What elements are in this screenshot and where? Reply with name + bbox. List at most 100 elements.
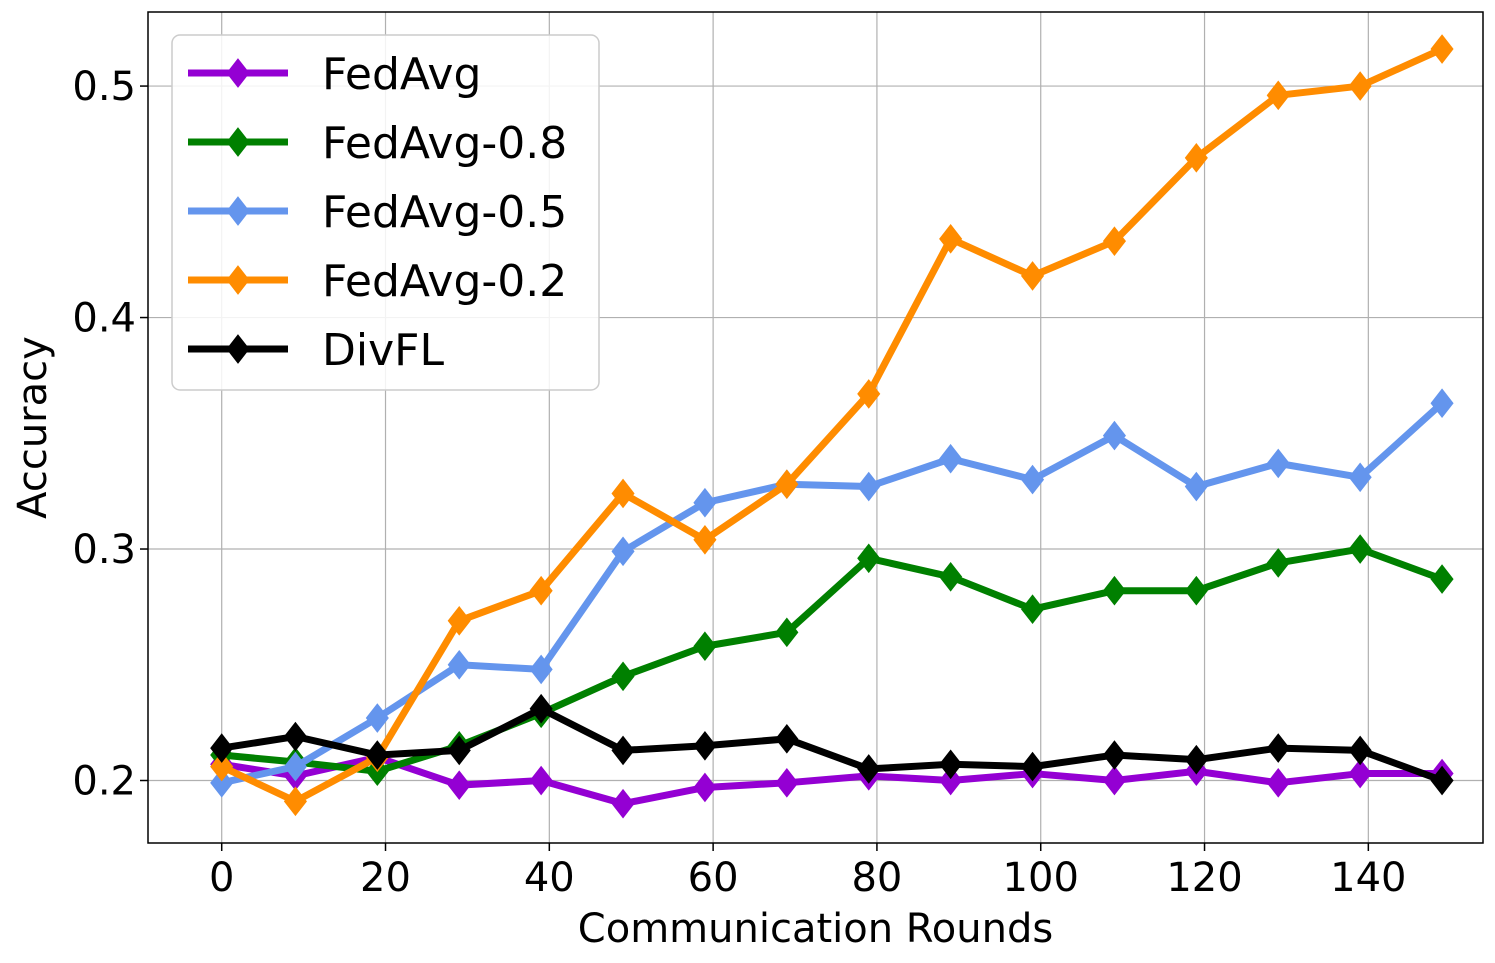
data-point-fedavg-0-8: [1102, 575, 1126, 606]
data-point-fedavg-0-5: [1266, 448, 1290, 479]
data-point-fedavg-0-8: [939, 561, 963, 592]
data-point-divfl: [283, 721, 307, 752]
data-point-divfl: [447, 735, 471, 766]
data-point-fedavg-0-5: [1430, 388, 1454, 419]
data-point-fedavg: [611, 788, 635, 819]
data-point-fedavg-0-5: [1184, 471, 1208, 502]
data-point-fedavg-0-8: [775, 617, 799, 648]
data-point-fedavg-0-2: [939, 224, 963, 254]
y-axis-label: Accuracy: [10, 336, 56, 519]
legend-box: [171, 34, 600, 391]
data-point-divfl: [693, 730, 717, 761]
data-point-divfl: [611, 735, 635, 766]
data-point-divfl: [210, 733, 234, 763]
y-tick-label: 0.3: [72, 527, 136, 573]
series-line-divfl: [218, 705, 1446, 785]
legend-swatch-marker: [226, 58, 250, 88]
data-point-fedavg-0-2: [210, 751, 234, 782]
data-point-fedavg-0-8: [693, 631, 717, 662]
legend-item-divfl: DivFL: [188, 325, 444, 376]
legend-label: FedAvg-0.5: [322, 187, 567, 238]
data-point-fedavg-0-2: [1020, 261, 1045, 291]
x-tick-label: 80: [851, 855, 902, 901]
y-tick-label: 0.2: [72, 759, 136, 805]
x-tick-label: 20: [360, 855, 411, 901]
data-point-fedavg-0-8: [1184, 575, 1208, 606]
data-point-fedavg: [1266, 768, 1290, 798]
series-line-fedavg-0-2: [218, 45, 1446, 805]
data-point-fedavg: [447, 770, 471, 800]
data-point-fedavg: [1348, 758, 1372, 789]
data-point-fedavg-0-5: [365, 703, 389, 733]
legend-swatch-marker: [226, 127, 250, 157]
x-tick-label: 140: [1330, 855, 1406, 901]
data-point-fedavg-0-5: [529, 654, 553, 685]
series-layer: [210, 34, 1454, 819]
x-tick-label: 40: [524, 855, 575, 901]
data-point-divfl: [939, 749, 963, 780]
y-tick-label: 0.5: [72, 64, 136, 110]
data-point-divfl: [1266, 733, 1290, 763]
data-point-divfl: [1430, 765, 1454, 796]
legend-item-fedavg: FedAvg: [188, 49, 481, 100]
data-point-fedavg-0-8: [1266, 548, 1290, 578]
data-point-divfl: [1102, 740, 1126, 770]
legend-swatch-marker: [226, 196, 250, 226]
data-point-fedavg-0-2: [1430, 34, 1454, 64]
data-point-fedavg-0-2: [447, 605, 471, 636]
data-point-fedavg-0-5: [693, 487, 717, 518]
data-point-fedavg-0-8: [1020, 594, 1045, 625]
data-point-divfl: [1184, 744, 1208, 775]
data-point-fedavg-0-5: [1348, 462, 1372, 493]
legend-swatch-marker: [226, 265, 250, 295]
data-point-fedavg-0-5: [210, 768, 234, 798]
x-axis-label: Communication Rounds: [578, 906, 1053, 952]
legend-item-fedavg-0-8: FedAvg-0.8: [188, 118, 567, 169]
data-point-fedavg-0-2: [283, 786, 307, 817]
data-point-fedavg: [693, 772, 717, 803]
data-point-divfl: [529, 693, 553, 724]
legend-label: FedAvg-0.8: [322, 118, 567, 169]
data-point-divfl: [775, 724, 799, 754]
data-point-fedavg-0-2: [1348, 71, 1372, 101]
data-point-fedavg-0-2: [775, 469, 799, 500]
legend-label: DivFL: [322, 325, 444, 376]
series-line-fedavg-0-8: [218, 545, 1446, 775]
data-point-fedavg-0-5: [1102, 420, 1126, 451]
data-point-fedavg: [1102, 765, 1126, 796]
data-point-fedavg-0-8: [857, 543, 881, 574]
data-point-fedavg-0-5: [939, 443, 963, 474]
data-point-fedavg-0-2: [611, 478, 635, 509]
x-tick-label: 120: [1166, 855, 1242, 901]
data-point-fedavg: [939, 765, 963, 796]
data-point-divfl: [365, 740, 389, 770]
data-point-divfl: [857, 754, 881, 784]
x-tick-label: 60: [688, 855, 739, 901]
data-point-fedavg-0-2: [857, 379, 881, 409]
data-point-fedavg-0-2: [1102, 226, 1126, 256]
data-point-fedavg: [775, 768, 799, 798]
series-fedavg: [210, 742, 1454, 819]
x-tick-label: 100: [1003, 855, 1079, 901]
data-point-fedavg-0-5: [611, 536, 635, 567]
legend-label: FedAvg-0.2: [322, 256, 567, 307]
legend-item-fedavg-0-2: FedAvg-0.2: [188, 256, 567, 307]
data-point-divfl: [1020, 751, 1045, 782]
data-point-fedavg-0-5: [857, 471, 881, 502]
legend-label: FedAvg: [322, 49, 481, 100]
x-axis: 0 20 40 60 80 100 120 140: [209, 843, 1407, 901]
legend: FedAvg FedAvg-0.8 FedAvg-0.5 FedAvg-0.2 DivF…: [171, 34, 600, 391]
legend-swatch-marker: [226, 334, 250, 364]
data-point-fedavg: [529, 765, 553, 796]
series-divfl: [210, 693, 1454, 796]
data-point-fedavg-0-8: [1348, 534, 1372, 564]
data-point-fedavg-0-2: [529, 575, 553, 606]
data-point-fedavg-0-2: [1184, 143, 1208, 173]
data-point-divfl: [1348, 735, 1372, 766]
legend-item-fedavg-0-5: FedAvg-0.5: [188, 187, 567, 238]
y-tick-label: 0.4: [72, 296, 136, 342]
data-point-fedavg-0-8: [1430, 564, 1454, 594]
data-point-fedavg-0-5: [283, 751, 307, 782]
plot-frame: [147, 11, 1484, 844]
